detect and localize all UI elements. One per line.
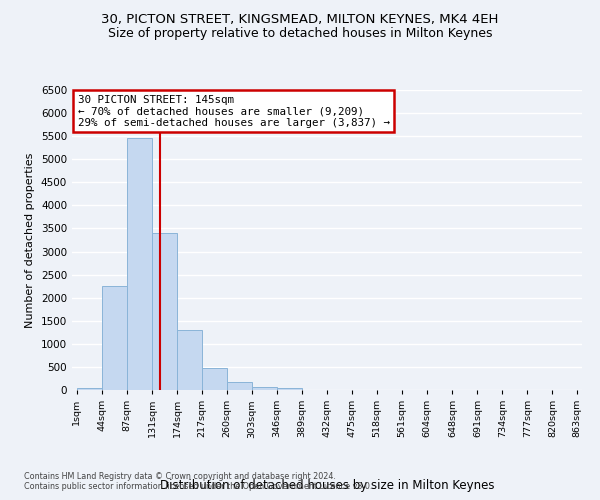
Text: 30, PICTON STREET, KINGSMEAD, MILTON KEYNES, MK4 4EH: 30, PICTON STREET, KINGSMEAD, MILTON KEY… bbox=[101, 12, 499, 26]
Text: Size of property relative to detached houses in Milton Keynes: Size of property relative to detached ho… bbox=[108, 28, 492, 40]
Bar bbox=[77, 388, 101, 390]
X-axis label: Distribution of detached houses by size in Milton Keynes: Distribution of detached houses by size … bbox=[160, 479, 494, 492]
Bar bbox=[101, 286, 127, 390]
Bar bbox=[277, 388, 302, 390]
Text: 30 PICTON STREET: 145sqm
← 70% of detached houses are smaller (9,209)
29% of sem: 30 PICTON STREET: 145sqm ← 70% of detach… bbox=[78, 94, 390, 128]
Text: Contains public sector information licensed under the Open Government Licence v3: Contains public sector information licen… bbox=[24, 482, 373, 491]
Bar bbox=[152, 233, 177, 390]
Bar bbox=[127, 138, 152, 390]
Bar bbox=[227, 382, 252, 390]
Bar bbox=[252, 386, 277, 390]
Bar bbox=[202, 368, 227, 390]
Text: Contains HM Land Registry data © Crown copyright and database right 2024.: Contains HM Land Registry data © Crown c… bbox=[24, 472, 336, 481]
Y-axis label: Number of detached properties: Number of detached properties bbox=[25, 152, 35, 328]
Bar bbox=[177, 330, 202, 390]
